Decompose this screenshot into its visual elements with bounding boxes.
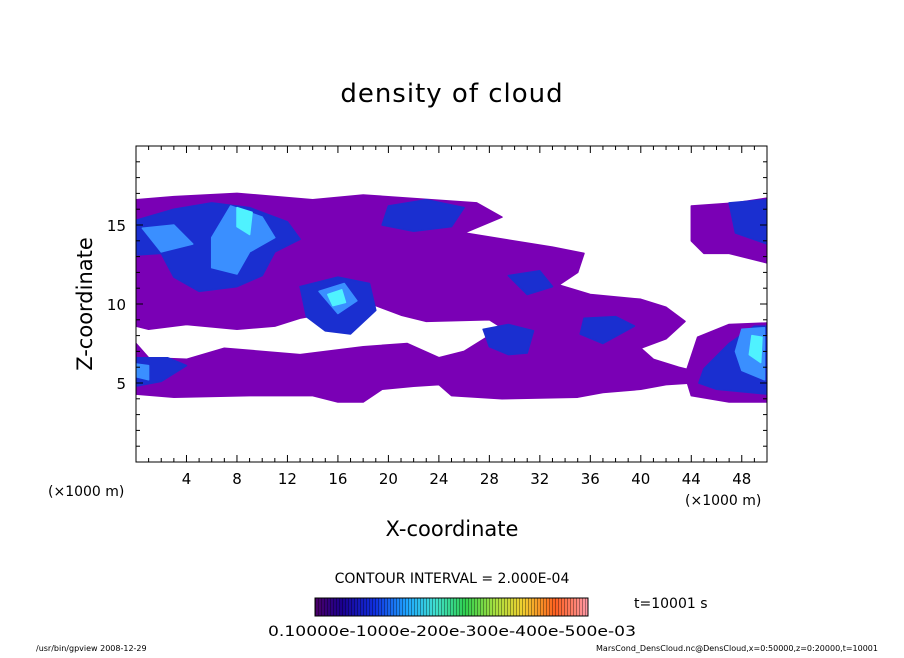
- x-tick-label: 24: [429, 470, 448, 488]
- contour-region-level-2: [381, 198, 465, 233]
- contour-fill-layer: [136, 192, 767, 403]
- y-tick-label: 15: [107, 217, 126, 235]
- x-tick-labels: 4 8 12 16 20 24 28 32 36 40 44 48: [182, 470, 752, 488]
- x-tick-label: 32: [530, 470, 549, 488]
- contour-region-level-4: [236, 206, 253, 236]
- contour-region-level-4: [748, 334, 763, 364]
- contour-region-level-3: [136, 363, 150, 381]
- colorbar: [314, 597, 589, 617]
- contour-region-level-2: [507, 270, 554, 296]
- x-unit-right: (×1000 m): [685, 493, 761, 509]
- contour-region-level-2: [579, 315, 636, 345]
- footer-left: /usr/bin/gpview 2008-12-29: [36, 644, 147, 653]
- x-tick-label: 16: [328, 470, 347, 488]
- x-tick-label: 36: [581, 470, 600, 488]
- x-tick-label: 20: [379, 470, 398, 488]
- y-tick-labels: 5 10 15: [107, 217, 126, 393]
- x-tick-label: 40: [631, 470, 650, 488]
- time-label: t=10001 s: [634, 596, 708, 612]
- colorbar-hatch: [315, 598, 588, 616]
- x-tick-label: 44: [682, 470, 701, 488]
- x-tick-label: 28: [480, 470, 499, 488]
- chart-title: density of cloud: [340, 79, 563, 109]
- contour-region-level-2: [482, 323, 535, 356]
- x-tick-label: 4: [182, 470, 192, 488]
- contour-region-level-3: [210, 205, 276, 275]
- y-axis-label: Z-coordinate: [73, 237, 97, 371]
- contour-region-level-4: [327, 289, 347, 307]
- y-tick-label: 5: [116, 375, 126, 393]
- x-axis-label: X-coordinate: [386, 517, 519, 541]
- x-unit-left: (×1000 m): [48, 484, 124, 500]
- contour-interval-label: CONTOUR INTERVAL = 2.000E-04: [335, 571, 570, 587]
- footer-right: MarsCond_DensCloud.nc@DensCloud,x=0:5000…: [596, 644, 878, 653]
- colorbar-tick-labels: 0.10000e-1000e-200e-300e-400e-500e-03: [268, 624, 636, 640]
- y-tick-label: 10: [107, 296, 126, 314]
- x-tick-label: 8: [232, 470, 242, 488]
- contour-region-level-2: [728, 198, 767, 245]
- x-tick-label: 12: [278, 470, 297, 488]
- axis-ticks: [136, 146, 767, 462]
- contour-region-level-3: [141, 224, 194, 253]
- colorbar-frame: [314, 597, 589, 617]
- x-tick-label: 48: [732, 470, 751, 488]
